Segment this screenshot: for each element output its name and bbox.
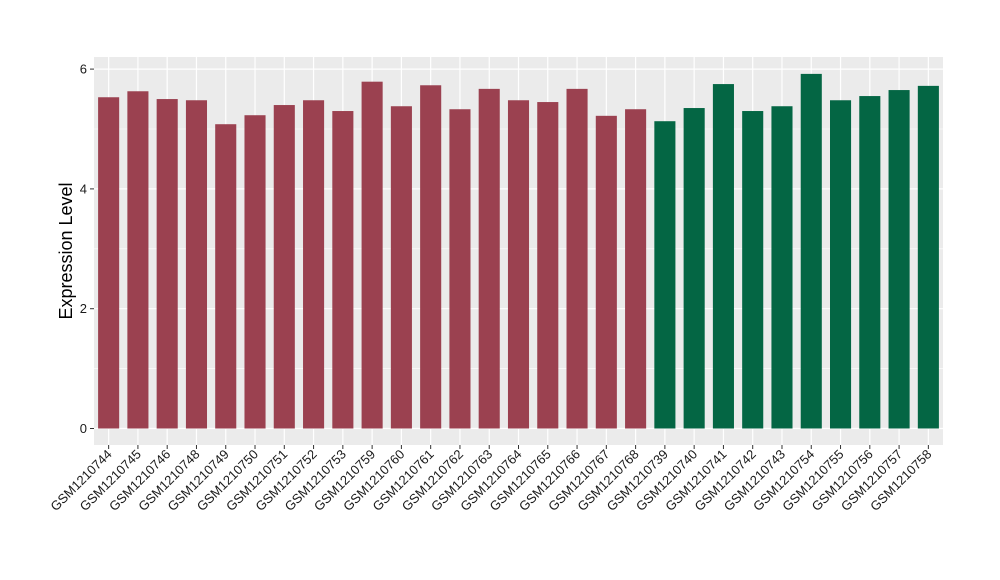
- bar-GSM1210746: [156, 99, 178, 429]
- bar-GSM1210757: [888, 90, 910, 429]
- x-axis: GSM1210744GSM1210745GSM1210746GSM1210748…: [47, 445, 934, 514]
- y-tick-label: 2: [80, 301, 87, 316]
- bar-GSM1210751: [273, 105, 295, 429]
- bar-GSM1210742: [742, 111, 764, 429]
- bar-GSM1210762: [449, 109, 471, 429]
- bar-GSM1210753: [332, 111, 354, 429]
- bar-GSM1210764: [507, 100, 530, 429]
- bar-GSM1210754: [800, 73, 822, 429]
- bar-GSM1210763: [478, 88, 500, 429]
- y-tick-label: 4: [80, 181, 87, 196]
- bar-GSM1210740: [683, 108, 705, 429]
- bar-GSM1210743: [771, 106, 793, 429]
- bar-GSM1210765: [537, 102, 559, 429]
- bar-GSM1210768: [625, 109, 647, 429]
- bar-GSM1210744: [98, 97, 120, 429]
- bar-GSM1210761: [420, 85, 442, 429]
- bar-GSM1210745: [127, 91, 149, 429]
- y-tick-label: 0: [80, 421, 87, 436]
- bar-GSM1210741: [712, 84, 734, 429]
- y-axis: 0 2 4 6: [80, 62, 94, 436]
- y-axis-title: Expression Level: [56, 182, 76, 319]
- bar-GSM1210739: [654, 121, 676, 429]
- y-tick-label: 6: [80, 62, 87, 77]
- bar-GSM1210759: [361, 81, 383, 429]
- bar-GSM1210752: [303, 100, 325, 429]
- bar-GSM1210750: [244, 115, 266, 429]
- bars: [98, 73, 939, 429]
- bar-GSM1210749: [215, 124, 237, 429]
- bar-GSM1210767: [595, 115, 617, 429]
- bar-GSM1210758: [917, 85, 939, 429]
- bar-GSM1210748: [185, 100, 208, 429]
- bar-GSM1210756: [859, 96, 881, 429]
- bar-GSM1210766: [566, 88, 588, 429]
- bar-GSM1210760: [390, 106, 412, 429]
- bar-GSM1210755: [830, 100, 852, 429]
